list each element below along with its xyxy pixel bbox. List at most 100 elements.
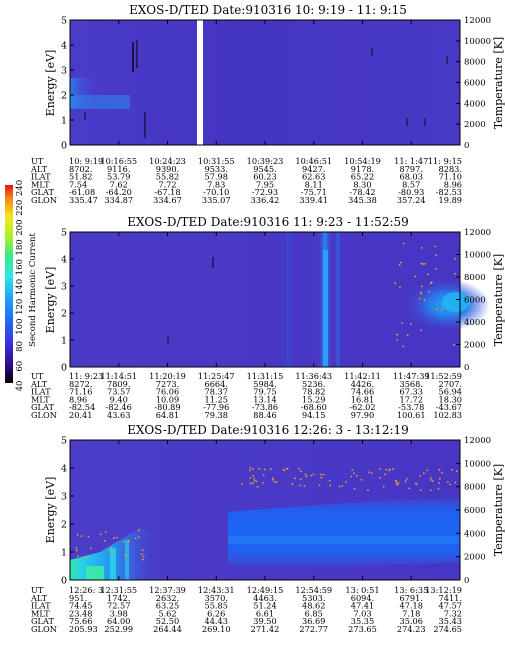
temperature-dot (110, 547, 113, 549)
panel-1-heatmap (69, 19, 461, 146)
temperature-dot (127, 539, 130, 542)
temperature-dot (429, 489, 432, 492)
temperature-dot (75, 546, 78, 549)
panel-2-y2-axis: 0 2000 4000 6000 8000 10000 12000 (456, 228, 491, 373)
temperature-dot (428, 290, 430, 293)
temperature-dot (351, 469, 354, 471)
temperature-dot (303, 485, 306, 487)
ephemeris-row-label: ILAT (31, 387, 51, 397)
temperature-dot (385, 468, 388, 471)
ephemeris-row-label: ILAT (31, 172, 51, 182)
ephemeris-value: 8.96 (444, 179, 462, 189)
temperature-dot (435, 267, 438, 270)
temperature-dot (394, 282, 397, 285)
y-tick-label: 0 (61, 363, 67, 374)
ephemeris-value: 88.46 (253, 410, 276, 420)
temperature-dot (353, 472, 355, 475)
ephemeris-value: 9390. (156, 164, 179, 174)
temperature-dot (419, 489, 422, 492)
ephemeris-value: 102.83 (433, 410, 462, 420)
ephemeris-value: -72.93 (252, 187, 278, 197)
ephemeris-value: 74.45 (69, 601, 92, 611)
colorbar-tick-label: 240 (15, 180, 25, 196)
panel-2-y-axis: 0 1 2 3 4 5 (61, 228, 74, 374)
temperature-dot (422, 263, 424, 265)
temperature-dot (108, 549, 110, 552)
ephemeris-value: 48.62 (302, 601, 325, 611)
temperature-dot (368, 471, 370, 474)
ephemeris-value: 345.38 (348, 195, 377, 205)
ephemeris-value: 43.63 (107, 410, 130, 420)
ephemeris-value: 11:47:39 (393, 371, 430, 381)
temperature-dot (426, 469, 429, 472)
temperature-dot (252, 468, 254, 471)
y2-tick-label: 8000 (464, 483, 486, 493)
temperature-dot (378, 468, 381, 470)
temperature-dot (420, 285, 423, 288)
temperature-dot (318, 484, 321, 487)
temperature-dot (431, 480, 434, 483)
ephemeris-value: 13: 0:51 (345, 585, 379, 595)
ephemeris-value: 8797. (400, 164, 423, 174)
panel-2-temperature-dots (394, 242, 456, 348)
panel-2-heatmap (69, 231, 490, 368)
ephemeris-value: -80.93 (398, 187, 424, 197)
ephemeris-value: 8.30 (353, 179, 371, 189)
ephemeris-row-label: GLAT (31, 187, 54, 197)
ephemeris-value: 51.24 (253, 601, 276, 611)
ephemeris-value: 76.06 (156, 387, 179, 397)
y-tick-label: 5 (61, 436, 67, 447)
ephemeris-value: 57.98 (205, 172, 228, 182)
ephemeris-value: 56.94 (439, 387, 462, 397)
temperature-dot (404, 480, 407, 483)
y-tick-label: 4 (61, 41, 67, 52)
ephemeris-value: 35.06 (400, 616, 423, 626)
ephemeris-value: 19.89 (439, 195, 462, 205)
ephemeris-value: 100.61 (397, 410, 426, 420)
ephemeris-value: 12:37:39 (149, 585, 186, 595)
temperature-dot (82, 556, 85, 558)
ephemeris-value: 8.96 (69, 394, 87, 404)
ephemeris-row-label: UT (31, 156, 44, 166)
ephemeris-row-label: UT (31, 585, 44, 595)
temperature-dot (249, 466, 252, 469)
ephemeris-value: 7411. (439, 593, 462, 603)
ephemeris-value: 11:20:19 (149, 371, 186, 381)
temperature-dot (328, 479, 331, 482)
temperature-dot (251, 482, 254, 485)
temperature-dot (341, 484, 344, 487)
temperature-dot (422, 472, 425, 475)
ephemeris-value: 16.81 (351, 394, 374, 404)
ephemeris-value: 62.63 (302, 172, 325, 182)
ephemeris-value: 71.16 (69, 387, 92, 397)
temperature-dot (291, 483, 294, 485)
temperature-dot (137, 529, 140, 531)
ephemeris-value: 6.26 (207, 608, 225, 618)
y2-tick-label: 8000 (464, 58, 486, 68)
ephemeris-value: 39.50 (253, 616, 276, 626)
ephemeris-value: 10:24:23 (149, 156, 186, 166)
temperature-dot (406, 334, 409, 337)
ephemeris-value: 5984. (253, 379, 276, 389)
ephemeris-value: 47.57 (439, 601, 462, 611)
ephemeris-row-label: ALT (30, 593, 48, 603)
panel-1-y-axis: 0 1 2 3 4 5 (61, 16, 74, 152)
ephemeris-value: -68.60 (301, 402, 327, 412)
temperature-dot (353, 487, 356, 490)
ephemeris-value: 36.69 (302, 616, 325, 626)
temperature-dot (312, 473, 315, 476)
ephemeris-value: 274.65 (433, 624, 462, 634)
ephemeris-value: -73.86 (252, 402, 278, 412)
ephemeris-value: 8.57 (402, 179, 420, 189)
temperature-dot (345, 481, 347, 483)
ephemeris-value: 13:12:19 (425, 585, 462, 595)
ephemeris-value: 63.25 (156, 601, 179, 611)
temperature-dot (329, 484, 332, 487)
panel-3-title: EXOS-D/TED Date:910316 12:26: 3 - 13:12:… (127, 423, 409, 437)
ephemeris-value: 7.54 (69, 179, 87, 189)
panel-1-y2-axis: 0 2000 4000 6000 8000 10000 12000 (456, 16, 491, 151)
y-tick-label: 2 (61, 91, 67, 102)
ephemeris-value: 71.10 (439, 172, 462, 182)
ephemeris-value: 9533. (205, 164, 228, 174)
panel-2-x-axis (69, 232, 461, 367)
